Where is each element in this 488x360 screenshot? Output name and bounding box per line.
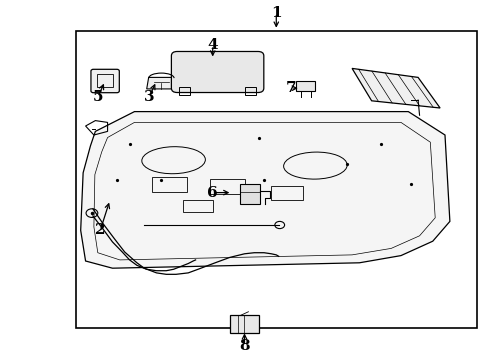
Polygon shape xyxy=(81,112,449,268)
Polygon shape xyxy=(351,68,439,108)
Polygon shape xyxy=(146,77,176,89)
Bar xyxy=(151,177,186,192)
Bar xyxy=(239,184,260,204)
Bar xyxy=(76,31,476,328)
Text: 7: 7 xyxy=(285,81,296,95)
Text: 1: 1 xyxy=(270,6,281,19)
Bar xyxy=(183,200,212,212)
FancyBboxPatch shape xyxy=(171,51,264,93)
Bar xyxy=(97,74,113,87)
Bar xyxy=(296,81,314,91)
FancyBboxPatch shape xyxy=(91,69,119,93)
Text: 4: 4 xyxy=(207,38,218,52)
Text: 6: 6 xyxy=(207,186,218,199)
Bar xyxy=(244,87,256,95)
Text: 8: 8 xyxy=(239,339,249,353)
Bar xyxy=(229,315,259,333)
Bar xyxy=(210,179,245,194)
Text: 2: 2 xyxy=(95,224,105,237)
Text: 3: 3 xyxy=(143,90,154,104)
Bar xyxy=(271,186,303,200)
Text: 5: 5 xyxy=(92,90,103,104)
Bar xyxy=(179,87,190,95)
